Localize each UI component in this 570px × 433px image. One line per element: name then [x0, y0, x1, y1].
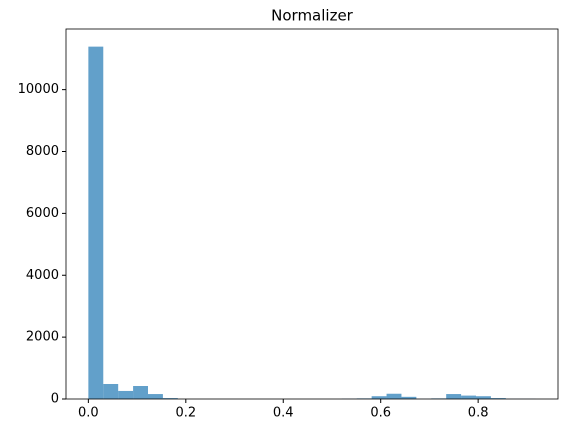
y-tick-label: 8000	[26, 144, 59, 159]
y-tick-label: 6000	[26, 206, 59, 221]
bar	[401, 396, 417, 399]
bar	[476, 396, 491, 399]
bar	[133, 386, 148, 399]
chart-title: Normalizer	[271, 7, 354, 25]
x-tick-label: 0.8	[468, 406, 489, 421]
y-tick-label: 2000	[26, 330, 59, 345]
bar	[103, 383, 119, 399]
bar	[162, 398, 178, 399]
x-tick-label: 0.6	[370, 406, 391, 421]
y-tick-label: 10000	[18, 82, 59, 97]
axes-frame	[65, 28, 559, 400]
bar	[446, 394, 462, 399]
bar	[461, 395, 476, 399]
bar	[490, 398, 506, 399]
x-tick-label: 0.0	[78, 406, 99, 421]
y-tick-label: 4000	[26, 268, 59, 283]
x-tick-label: 0.4	[273, 406, 294, 421]
bar	[118, 390, 134, 399]
bar	[371, 396, 387, 399]
x-tick-label: 0.2	[175, 406, 196, 421]
bar	[88, 46, 104, 399]
y-tick-label: 0	[51, 392, 59, 407]
bar	[386, 393, 402, 399]
bar	[148, 394, 163, 399]
